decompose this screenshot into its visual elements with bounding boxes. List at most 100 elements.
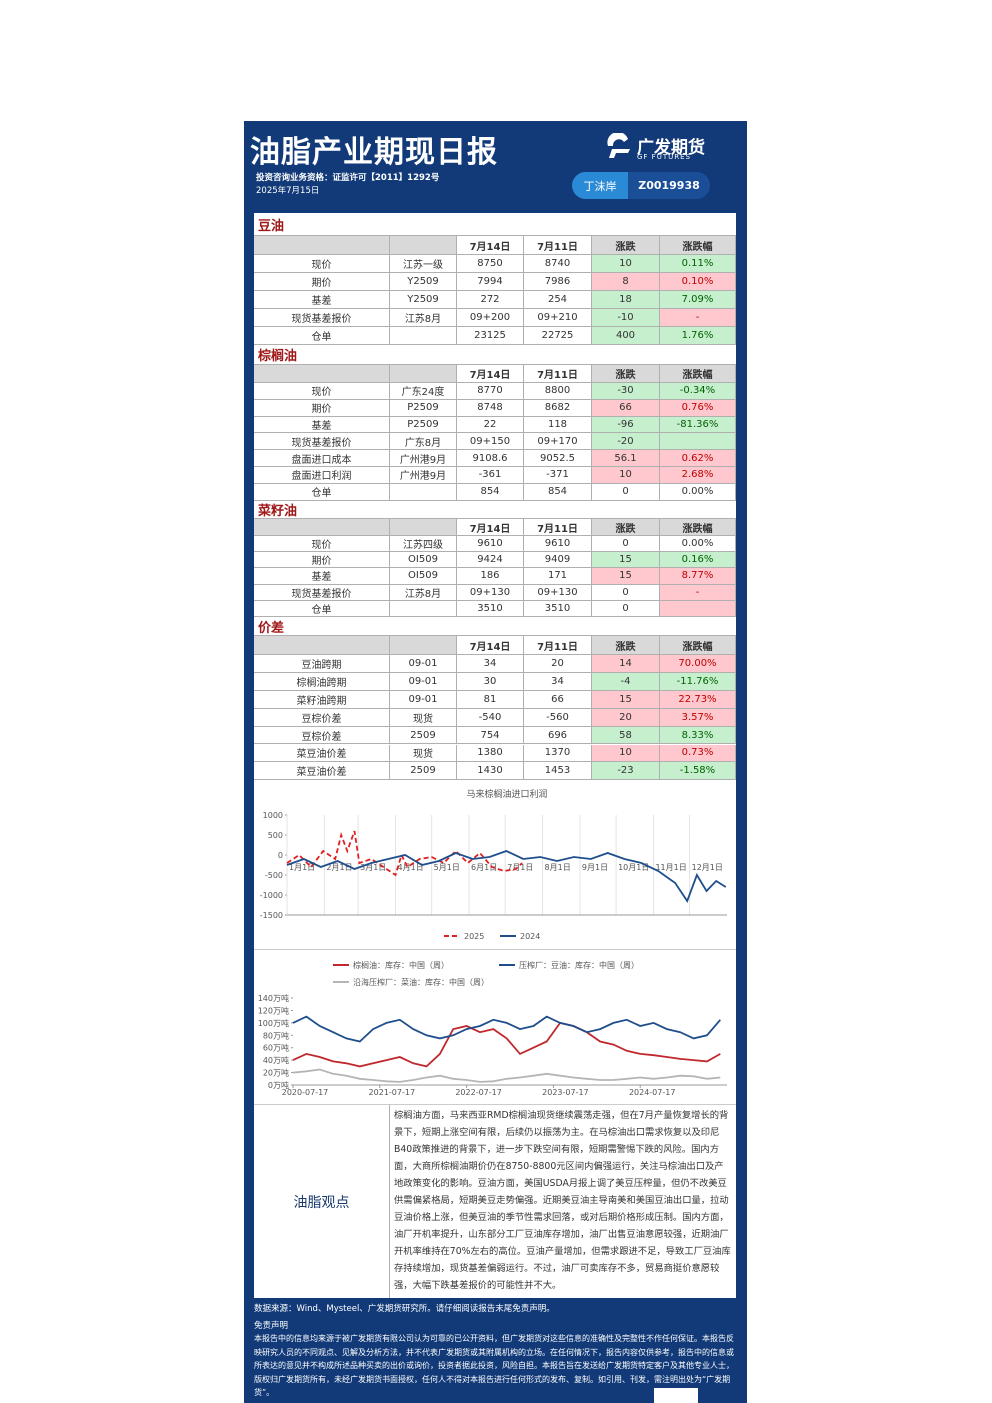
table-cell: 14 bbox=[592, 655, 660, 673]
table-cell: -96 bbox=[592, 416, 660, 434]
table-cell: 棕榈油跨期 bbox=[254, 672, 390, 691]
series-line bbox=[292, 1021, 721, 1068]
x-tick-label: 6月1日 bbox=[471, 863, 497, 872]
table-cell: 171 bbox=[524, 568, 592, 585]
y-tick-label: 1000 bbox=[263, 811, 283, 820]
logo-text: 广发期货 bbox=[637, 138, 705, 158]
table-cell: 江苏8月 bbox=[390, 309, 457, 327]
report: 油脂产业期现日报 广发期货 GF FUTURES 投资咨询业务资格：证监许可【2… bbox=[244, 121, 747, 1403]
table-cell: 盘面进口利润 bbox=[254, 467, 390, 484]
table-cell: -0.34% bbox=[660, 383, 736, 400]
y-tick-label: 500 bbox=[268, 831, 283, 840]
y-tick-label: 0 bbox=[278, 851, 283, 860]
chart: 马来棕榈油进口利润 1000 500 0 -500 -1000 -1500 1月1日 2月1日 3… bbox=[254, 780, 736, 950]
table-cell: P2509 bbox=[390, 399, 457, 417]
table-cell: 江苏8月 bbox=[390, 584, 457, 601]
table-cell: 34 bbox=[457, 655, 524, 673]
column-header: 涨跌 bbox=[592, 236, 660, 255]
table-cell: 30 bbox=[457, 672, 524, 691]
table-cell: -560 bbox=[524, 708, 592, 727]
table-cell: 8750 bbox=[457, 255, 524, 273]
x-tick-label: 2024-07-17 bbox=[629, 1088, 676, 1097]
table-cell: 现价 bbox=[254, 255, 390, 273]
table-cell: 8740 bbox=[524, 255, 592, 273]
y-tick-label: 120万吨 bbox=[258, 1005, 289, 1015]
table-cell: 0 bbox=[592, 483, 660, 501]
table-cell: 0.00% bbox=[660, 536, 736, 553]
table-cell: 广州港9月 bbox=[390, 467, 457, 484]
logo-en: GF FUTURES bbox=[637, 153, 691, 161]
table-cell: 56.1 bbox=[592, 450, 660, 467]
table-cell: 66 bbox=[524, 690, 592, 709]
table-cell: 10 bbox=[592, 744, 660, 763]
table-cell: 仓单 bbox=[254, 483, 390, 501]
x-tick-label: 10月1日 bbox=[618, 863, 649, 872]
table-cell: 2509 bbox=[390, 726, 457, 745]
table-cell: 09+130 bbox=[524, 584, 592, 601]
table-cell: 254 bbox=[524, 291, 592, 309]
table-cell: 期价 bbox=[254, 273, 390, 291]
table-cell: -1.58% bbox=[660, 762, 736, 781]
y-tick-label: -1500 bbox=[260, 911, 283, 920]
table-cell: 现价 bbox=[254, 536, 390, 553]
x-tick-label: 3月1日 bbox=[360, 863, 386, 872]
table-cell: 81 bbox=[457, 690, 524, 709]
opinion-label-box: 油脂观点 bbox=[254, 1105, 390, 1298]
table-cell bbox=[660, 433, 736, 451]
column-header: 涨跌幅 bbox=[660, 519, 736, 536]
table-cell: 0 bbox=[592, 584, 660, 601]
series-line bbox=[286, 830, 523, 877]
table-cell: 10 bbox=[592, 467, 660, 484]
table-cell: P2509 bbox=[390, 416, 457, 434]
table-cell: 1453 bbox=[524, 762, 592, 781]
column-header: 7月14日 bbox=[457, 636, 524, 655]
table-cell: 20 bbox=[592, 708, 660, 727]
table-cell: 09-01 bbox=[390, 655, 457, 673]
column-header bbox=[254, 236, 390, 255]
table-cell: 8.77% bbox=[660, 568, 736, 585]
table-cell: 1.76% bbox=[660, 327, 736, 345]
table-cell: 9610 bbox=[457, 536, 524, 553]
table-cell: -81.36% bbox=[660, 416, 736, 434]
table-cell: Y2509 bbox=[390, 273, 457, 291]
x-tick-label: 5月1日 bbox=[434, 863, 460, 872]
table-cell: 23125 bbox=[457, 327, 524, 345]
section-title: 菜籽油 bbox=[254, 501, 736, 519]
table-cell bbox=[390, 483, 457, 501]
analyst-id: Z0019938 bbox=[628, 172, 710, 199]
table-cell: 3.57% bbox=[660, 708, 736, 727]
section-title: 棕榈油 bbox=[254, 345, 736, 365]
table-cell: 豆棕价差 bbox=[254, 726, 390, 745]
table-cell: 0.73% bbox=[660, 744, 736, 763]
table-cell: 9108.6 bbox=[457, 450, 524, 467]
x-tick-label: 9月1日 bbox=[582, 863, 608, 872]
table-cell: 20 bbox=[524, 655, 592, 673]
table-cell: 15 bbox=[592, 568, 660, 585]
table-cell bbox=[390, 600, 457, 617]
data-source: 数据来源：Wind、Mysteel、广发期货研究所。请仔细阅读报告末尾免责声明。 bbox=[254, 1304, 555, 1314]
table-cell bbox=[660, 600, 736, 617]
table-cell: 0.11% bbox=[660, 255, 736, 273]
table-cell: 期价 bbox=[254, 399, 390, 417]
analyst-name: 丁沫岸 bbox=[572, 172, 628, 199]
table-cell: 菜豆油价差 bbox=[254, 762, 390, 781]
table-cell: 3510 bbox=[457, 600, 524, 617]
table-cell: 江苏四级 bbox=[390, 536, 457, 553]
table-cell: 菜籽油跨期 bbox=[254, 690, 390, 709]
table-cell: -10 bbox=[592, 309, 660, 327]
disclaimer: 本报告中的信息均来源于被广发期货有限公司认为可靠的已公开资料，但广发期货对这些信… bbox=[254, 1334, 734, 1397]
column-header: 7月14日 bbox=[457, 236, 524, 255]
table-cell: -361 bbox=[457, 467, 524, 484]
y-tick-label: 20万吨 bbox=[263, 1068, 289, 1078]
table-cell: 400 bbox=[592, 327, 660, 345]
series-line bbox=[286, 850, 727, 903]
table-cell: - bbox=[660, 309, 736, 327]
table-cell: 9409 bbox=[524, 552, 592, 569]
table-cell: -11.76% bbox=[660, 672, 736, 691]
table-cell: 09-01 bbox=[390, 690, 457, 709]
table-cell: 盘面进口成本 bbox=[254, 450, 390, 467]
table-cell: -371 bbox=[524, 467, 592, 484]
column-header bbox=[390, 365, 457, 383]
table-cell: 22 bbox=[457, 416, 524, 434]
table-cell: 现货 bbox=[390, 744, 457, 763]
